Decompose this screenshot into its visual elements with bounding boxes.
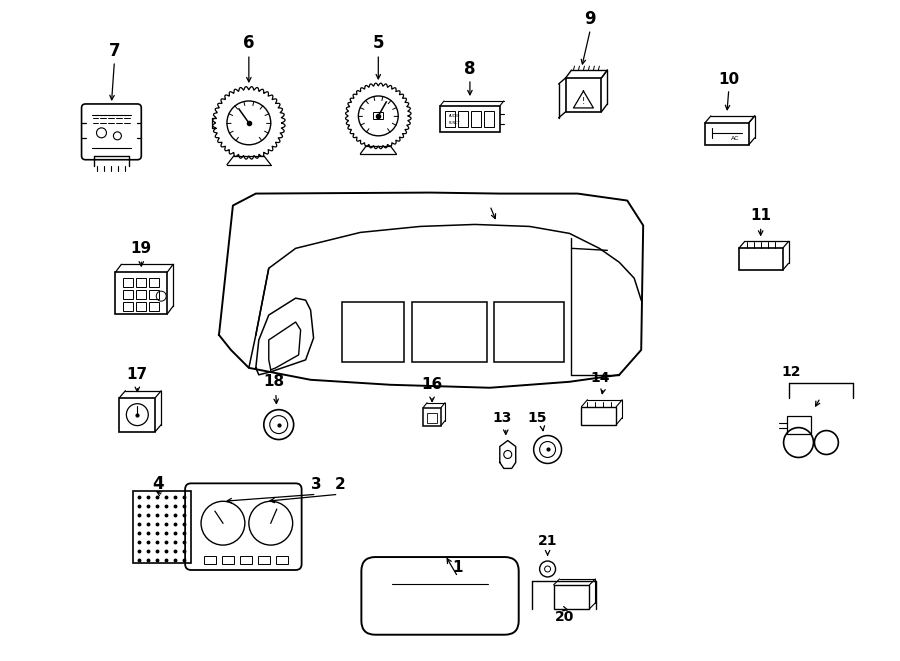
Bar bbox=[428, 412, 437, 422]
Bar bbox=[257, 556, 270, 564]
Text: 7: 7 bbox=[109, 42, 121, 60]
Text: 3: 3 bbox=[311, 477, 322, 492]
Bar bbox=[565, 78, 601, 112]
Bar bbox=[136, 278, 147, 287]
Bar bbox=[149, 278, 159, 287]
Text: 17: 17 bbox=[127, 368, 148, 382]
Bar bbox=[240, 556, 252, 564]
Bar bbox=[115, 272, 167, 314]
Bar bbox=[120, 398, 155, 432]
Bar bbox=[494, 302, 563, 362]
Bar bbox=[423, 408, 441, 426]
Text: 14: 14 bbox=[590, 371, 610, 385]
Bar bbox=[123, 278, 133, 287]
Text: 20: 20 bbox=[554, 610, 574, 624]
Bar bbox=[343, 302, 404, 362]
Bar bbox=[149, 302, 159, 311]
Bar bbox=[123, 290, 133, 299]
Text: 9: 9 bbox=[585, 11, 596, 28]
Text: 8: 8 bbox=[464, 60, 476, 78]
Bar bbox=[581, 407, 616, 424]
Text: 19: 19 bbox=[130, 241, 152, 256]
Text: AC: AC bbox=[731, 136, 739, 141]
Bar bbox=[222, 556, 234, 564]
Bar bbox=[133, 491, 191, 563]
Text: 13: 13 bbox=[492, 410, 511, 424]
Text: 18: 18 bbox=[263, 374, 284, 389]
Bar bbox=[471, 111, 481, 127]
Text: AUDIO: AUDIO bbox=[449, 114, 461, 118]
Bar bbox=[149, 290, 159, 299]
Text: 2: 2 bbox=[335, 477, 346, 492]
Text: 10: 10 bbox=[718, 71, 740, 87]
Bar bbox=[412, 302, 487, 362]
Bar bbox=[374, 112, 383, 119]
Bar bbox=[554, 585, 590, 609]
Text: 12: 12 bbox=[782, 365, 801, 379]
Bar bbox=[123, 302, 133, 311]
Text: FUNCT: FUNCT bbox=[449, 121, 461, 125]
Text: 5: 5 bbox=[373, 34, 384, 52]
Text: 15: 15 bbox=[528, 410, 547, 424]
Text: 6: 6 bbox=[243, 34, 255, 52]
Text: 1: 1 bbox=[453, 559, 464, 574]
Text: 16: 16 bbox=[421, 377, 443, 392]
Bar bbox=[739, 249, 783, 270]
Bar bbox=[275, 556, 288, 564]
Bar bbox=[204, 556, 216, 564]
Text: 21: 21 bbox=[538, 534, 557, 548]
Text: 4: 4 bbox=[152, 475, 164, 493]
Bar bbox=[458, 111, 468, 127]
Bar bbox=[445, 111, 455, 127]
Bar bbox=[136, 290, 147, 299]
Text: !: ! bbox=[581, 97, 585, 106]
Bar bbox=[484, 111, 494, 127]
Bar bbox=[440, 106, 500, 132]
Text: 11: 11 bbox=[751, 208, 771, 223]
Bar bbox=[705, 123, 749, 145]
Bar bbox=[136, 302, 147, 311]
Bar bbox=[787, 416, 812, 434]
